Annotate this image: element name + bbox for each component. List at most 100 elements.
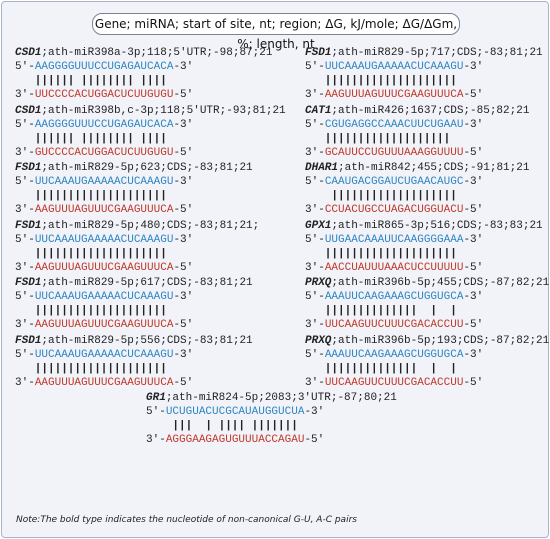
note: Note:The bold type indicates the nucleot… (16, 515, 357, 525)
sequence-start: 3'- (305, 319, 325, 331)
alignment-block: FSD1;ath-miR829-5p;617;CDS;-83;81;21 5'-U… (15, 276, 253, 332)
gene-name: FSD1 (15, 277, 42, 289)
sequence-start: 3'- (305, 146, 325, 159)
sequence-line: 5'-AAAUUCAAGAAAGCUGGUGCA-3' (305, 348, 549, 362)
sequence-start: 5'- (15, 118, 35, 131)
sequence: UUCAAGUUCUUUCGACACCUU (324, 319, 464, 331)
block-title: FSD1;ath-miR829-5p;617;CDS;-83;81;21 (15, 276, 253, 290)
sequence-end: -5' (173, 89, 194, 101)
site-info: ;ath-miR829-5p;623;CDS;-83;81;21 (41, 162, 253, 174)
pairing: |||||| |||||||| |||| (34, 132, 167, 145)
sequence-end: -3' (463, 176, 484, 188)
sequence-end: -5' (173, 376, 194, 389)
sequence-line: 5'-UUCAAAUGAAAAACUCAAAGU-3' (15, 175, 253, 189)
sequence-start: 5'- (15, 348, 35, 361)
block-title: GR1;ath-miR824-5p;2083;3'UTR;-87;80;21 (146, 391, 397, 405)
sequence-start: 5'- (305, 233, 325, 246)
pairing: ||||||||||||||||||| (324, 190, 457, 202)
sequence-start: 3'- (15, 89, 35, 101)
sequence-start: 3'- (15, 376, 35, 389)
site-info: ;ath-miR842;455;CDS;-91;81;21 (338, 162, 530, 174)
sequence-line: 5'-UUCAAAUGAAAAACUCAAAGU-3' (15, 290, 253, 304)
block-title: FSD1;ath-miR829-5p;556;CDS;-83;81;21 (15, 334, 253, 348)
sequence: UUGAACAAAUUCAAGGGGAAA (324, 233, 464, 246)
block-title: CAT1;ath-miR426;1637;CDS;-85;82;21 (305, 104, 529, 118)
gene-name: FSD1 (15, 219, 42, 232)
alignment-block: DHAR1;ath-miR842;455;CDS;-91;81;21 5'-CAA… (305, 161, 529, 217)
sequence: UUCAAAUGAAAAACUCAAAGU (34, 176, 174, 188)
sequence-line: 3'-GCAUUCCUGUUUAAAGGUUUU-5' (305, 146, 529, 160)
gene-name: PRXQ (305, 334, 332, 347)
sequence-start: 5'- (305, 291, 325, 303)
gene-name: CAT1 (305, 104, 332, 117)
sequence-start: 3'- (15, 319, 35, 331)
sequence-end: -5' (304, 434, 325, 446)
sequence: AAAUUCAAGAAAGCUGGUGCA (324, 291, 464, 303)
sequence-line: 5'-AAAUUCAAGAAAGCUGGUGCA-3' (305, 290, 549, 304)
sequence-line: 5'-AAGGGGUUUCCUGAGAUCACA-3' (15, 60, 272, 74)
sequence-line: 3'-UUCAAGUUCUUUCGACACCUU-5' (305, 318, 549, 332)
sequence-end: -3' (173, 176, 194, 188)
sequence: UUCAAAUGAAAAACUCAAAGU (324, 61, 464, 73)
site-info: ;ath-miR398a-3p;118;5'UTR;-98;87;21 (41, 47, 273, 59)
sequence-start: 5'- (305, 176, 325, 188)
sequence-line: 3'-CCUACUGCCUAGACUGGUACU-5' (305, 203, 529, 217)
sequence-start: 5'- (305, 61, 325, 73)
sequence: AAAUUCAAGAAAGCUGGUGCA (324, 348, 464, 361)
alignment-block: CAT1;ath-miR426;1637;CDS;-85;82;21 5'-CGU… (305, 104, 529, 160)
pairing: |||||||||||||||||||| (34, 190, 167, 202)
sequence: CCUACUGCCUAGACUGGUACU (324, 204, 464, 216)
header-title: Gene; miRNA; start of site, nt; region; … (92, 13, 460, 51)
sequence-end: -5' (463, 146, 484, 159)
alignment-block: CSD1;ath-miR398b,c-3p;118;5'UTR;-93;81;2… (15, 104, 286, 160)
site-info: ;ath-miR398b,c-3p;118;5'UTR;-93;81;21 (41, 104, 286, 117)
alignment-block: FSD1;ath-miR829-5p;717;CDS;-83;81;21 5'-U… (305, 46, 543, 102)
sequence-start: 5'- (15, 291, 35, 303)
sequence-end: -3' (173, 233, 194, 246)
sequence-end: -5' (463, 261, 484, 274)
block-title: FSD1;ath-miR829-5p;623;CDS;-83;81;21 (15, 161, 253, 175)
sequence-end: -3' (463, 61, 484, 73)
sequence: UCUGUACUCGCAUAUGGUCUA (165, 406, 305, 418)
sequence-end: -5' (173, 204, 194, 216)
gene-name: DHAR1 (305, 162, 339, 174)
sequence-start: 3'- (305, 376, 325, 389)
sequence: GCAUUCCUGUUUAAAGGUUUU (324, 146, 464, 159)
sequence: AAGUUUAGUUUCGAAGUUUCA (34, 376, 174, 389)
site-info: ;ath-miR824-5p;2083;3'UTR;-87;80;21 (165, 392, 397, 404)
block-title: FSD1;ath-miR829-5p;717;CDS;-83;81;21 (305, 46, 543, 60)
gene-name: FSD1 (15, 162, 42, 174)
sequence: AAGGGGUUUCCUGAGAUCACA (34, 118, 174, 131)
sequence-end: -3' (463, 291, 484, 303)
sequence-end: -3' (304, 406, 325, 418)
sequence: AAGUUUAGUUUCGAAGUUUCA (34, 204, 174, 216)
sequence-start: 3'- (305, 204, 325, 216)
sequence-start: 3'- (15, 261, 35, 274)
sequence-start: 3'- (305, 261, 325, 274)
pairing: |||||||||||||||||||| (34, 305, 167, 317)
sequence: GUCCCCACUGGACUCUUGUGU (34, 146, 174, 159)
sequence-line: 3'-AACCUAUUUAAACUCCUUUUU-5' (305, 261, 543, 275)
pairing: |||||||||||||||||||| (324, 247, 457, 260)
sequence-end: -5' (463, 89, 484, 101)
alignment-block: GPX1;ath-miR865-3p;516;CDS;-83;83;21 5'-U… (305, 219, 543, 275)
site-info: ;ath-miR865-3p;516;CDS;-83;83;21 (331, 219, 543, 232)
pairing: |||||||||||||||||||| (34, 247, 167, 260)
sequence: CGUGAGGCCAAACUUCUGAAU (324, 118, 464, 131)
sequence-start: 5'- (15, 61, 35, 73)
sequence-end: -5' (173, 319, 194, 331)
pairing: |||||||||||||||||||| (34, 362, 167, 375)
sequence-line: 3'-AGGGAAGAGUGUUUACCAGAU-5' (146, 433, 397, 447)
gene-name: GPX1 (305, 219, 332, 232)
alignment-block: PRXQ;ath-miR396b-5p;193;CDS;-87;82;21 5'-… (305, 334, 549, 390)
sequence-line: 3'-AAGUUUAGUUUCGAAGUUUCA-5' (305, 88, 543, 102)
sequence-line: 3'-AAGUUUAGUUUCGAAGUUUCA-5' (15, 203, 253, 217)
sequence-line: 3'-UUCAAGUUCUUUCGACACCUU-5' (305, 376, 549, 390)
block-title: FSD1;ath-miR829-5p;480;CDS;-83;81;21; (15, 219, 259, 233)
site-info: ;ath-miR396b-5p;455;CDS;-87;82;21 (331, 277, 550, 289)
sequence-start: 5'- (305, 118, 325, 131)
sequence-line: 5'-UCUGUACUCGCAUAUGGUCUA-3' (146, 405, 397, 419)
site-info: ;ath-miR829-5p;617;CDS;-83;81;21 (41, 277, 253, 289)
sequence-start: 5'- (15, 176, 35, 188)
sequence-end: -5' (463, 376, 484, 389)
